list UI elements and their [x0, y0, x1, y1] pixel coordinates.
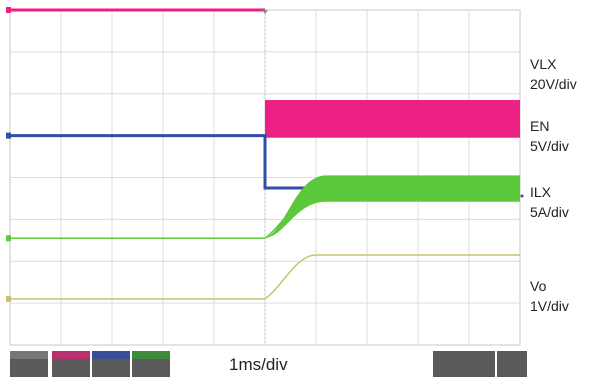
- timebase-readout: [433, 351, 495, 377]
- trigger-marker: [262, 10, 268, 14]
- marker-vlx: [6, 7, 11, 13]
- label-ilx-name: ILX: [530, 184, 552, 200]
- timebase-label: 1ms/div: [229, 355, 288, 374]
- label-vo: Vo 1V/div: [530, 276, 569, 316]
- trace-ilx: [10, 193, 520, 239]
- label-en: EN 5V/div: [530, 116, 569, 156]
- trigger-level-marker: [520, 194, 524, 198]
- channel-readout-2: [52, 351, 90, 377]
- label-ilx: ILX 5A/div: [530, 182, 569, 222]
- label-vlx-scale: 20V/div: [530, 76, 577, 92]
- channel-readout-1: [10, 351, 48, 377]
- ch2-tag: [52, 351, 90, 359]
- label-vlx: VLX 20V/div: [530, 54, 577, 94]
- label-vo-scale: 1V/div: [530, 298, 569, 314]
- label-vlx-name: VLX: [530, 56, 557, 72]
- label-en-name: EN: [530, 118, 550, 134]
- trace-vo: [10, 254, 520, 300]
- trace-vlx-switching-band: [265, 100, 520, 138]
- channel-readout-3: [92, 351, 130, 377]
- trigger-readout: [497, 351, 527, 377]
- label-vo-name: Vo: [530, 278, 547, 294]
- marker-en: [6, 132, 11, 139]
- label-ilx-scale: 5A/div: [530, 204, 569, 220]
- label-en-scale: 5V/div: [530, 138, 569, 154]
- ch4-tag: [132, 351, 170, 359]
- ch1-tag: [10, 351, 48, 359]
- marker-ilx: [6, 235, 11, 242]
- trace-ilx-ripple: [265, 175, 520, 239]
- ch3-tag: [92, 351, 130, 359]
- channel-readout-4: [132, 351, 170, 377]
- marker-vo: [6, 295, 11, 302]
